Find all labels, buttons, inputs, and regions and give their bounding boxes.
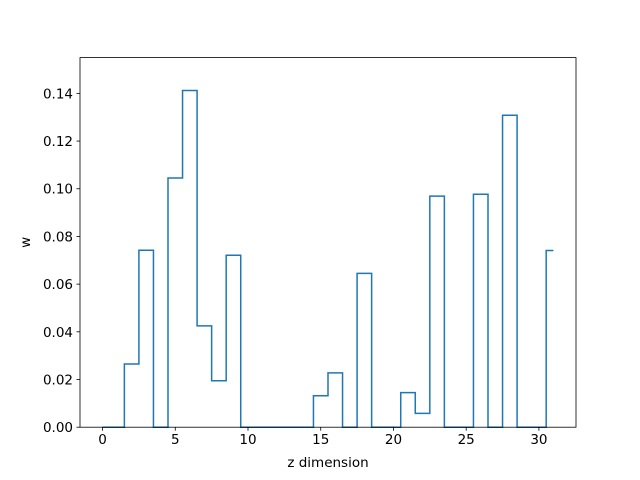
- plot-frame: [79, 57, 577, 428]
- x-axis-label: z dimension: [287, 455, 368, 471]
- series-line-0: [102, 89, 554, 428]
- x-tick-label: 5: [171, 432, 180, 448]
- y-tick-label: 0.12: [43, 134, 73, 150]
- y-tick-label: 0.04: [43, 325, 73, 341]
- x-tick-label: 20: [385, 432, 402, 448]
- y-tick-label: 0.02: [43, 373, 73, 389]
- y-tick-label: 0.00: [43, 420, 73, 436]
- x-tick-label: 25: [458, 432, 475, 448]
- y-tick-label: 0.14: [43, 86, 73, 102]
- series-layer: [102, 89, 554, 428]
- y-tick-label: 0.08: [43, 229, 73, 245]
- x-axis-ticks: 0 5 10 15 20 25 30: [98, 427, 548, 448]
- y-axis-ticks: 0.00 0.02 0.04 0.06 0.08 0.10 0.12 0.14: [43, 86, 80, 436]
- x-tick-label: 15: [312, 432, 329, 448]
- x-tick-label: 30: [530, 432, 547, 448]
- y-axis-label: w: [18, 237, 34, 248]
- x-tick-label: 10: [239, 432, 256, 448]
- y-tick-label: 0.10: [43, 182, 73, 198]
- x-tick-label: 0: [98, 432, 107, 448]
- y-tick-label: 0.06: [43, 277, 73, 293]
